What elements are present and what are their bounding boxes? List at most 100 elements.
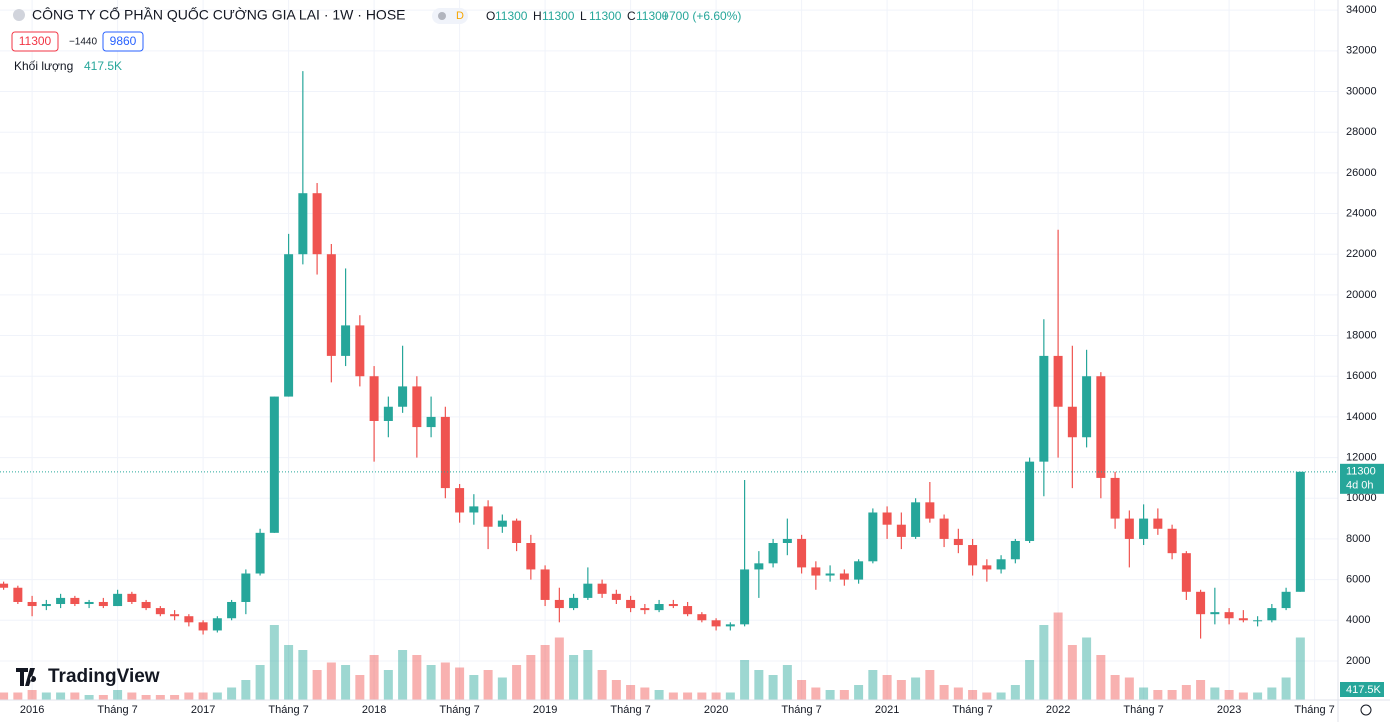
candle-body <box>1210 612 1220 615</box>
volume-bar <box>1067 645 1077 700</box>
volume-bar <box>754 670 764 700</box>
candle-body <box>212 618 222 631</box>
volume-bar <box>469 675 479 700</box>
volume-bar <box>341 665 351 700</box>
volume-bar <box>326 662 336 700</box>
volume-bar <box>1096 655 1106 700</box>
volume-bar <box>839 690 849 700</box>
candle-body <box>412 386 422 428</box>
candle-body <box>141 601 151 609</box>
candle-body <box>383 406 393 421</box>
candle-body <box>982 565 992 570</box>
volume-bar <box>1124 677 1134 700</box>
y-tick-label: 26000 <box>1346 167 1377 179</box>
volume-bar <box>1010 685 1020 700</box>
candle-body <box>697 614 707 621</box>
volume-bar <box>298 650 308 700</box>
candle-body <box>911 502 921 537</box>
volume-bar <box>1267 687 1277 700</box>
settings-icon[interactable] <box>1360 704 1372 716</box>
candle-body <box>113 593 123 607</box>
candle-body <box>968 545 978 566</box>
volume-bar <box>1110 675 1120 700</box>
candle-body <box>925 502 935 519</box>
candle-body <box>583 583 593 598</box>
ohlc-value: 11300 <box>542 9 575 23</box>
x-tick-label: Tháng 7 <box>952 704 992 716</box>
volume-bar <box>725 692 735 700</box>
candle-body <box>1224 612 1234 619</box>
candle-body <box>754 563 764 570</box>
volume-bar <box>227 687 237 700</box>
volume-bar <box>526 655 536 700</box>
badge-dot <box>438 12 446 20</box>
candle-body <box>1281 591 1291 609</box>
x-tick-label: 2020 <box>704 704 728 716</box>
volume-axis-label: 417.5K <box>1346 684 1382 696</box>
volume-bar <box>611 680 621 700</box>
timeframe-badge: D <box>456 10 464 22</box>
volume-bar <box>882 675 892 700</box>
y-tick-label: 12000 <box>1346 451 1377 463</box>
volume-bar <box>640 687 650 700</box>
y-tick-label: 14000 <box>1346 411 1377 423</box>
volume-bar <box>170 695 180 700</box>
volume-bar <box>811 687 821 700</box>
candle-body <box>426 416 436 428</box>
x-tick-label: Tháng 7 <box>1123 704 1163 716</box>
candle-body <box>725 624 735 627</box>
volume-bar <box>1281 677 1291 700</box>
price-box <box>11 31 59 52</box>
volume-bar <box>626 685 636 700</box>
candle-body <box>953 538 963 546</box>
candle-body <box>939 518 949 539</box>
ohlc-key: O <box>486 9 495 23</box>
candle-body <box>768 542 778 564</box>
y-tick-label: 20000 <box>1346 289 1377 301</box>
volume-bar <box>84 695 94 700</box>
candle-body <box>497 520 507 527</box>
last-price-box <box>1340 463 1384 494</box>
price-box-label: 9860 <box>110 34 137 48</box>
candle-body <box>882 512 892 525</box>
volume-bar <box>70 692 80 700</box>
candle-body <box>13 587 23 602</box>
candle-body <box>56 597 66 605</box>
x-tick-label: 2023 <box>1217 704 1241 716</box>
ohlc-key: C <box>627 9 636 23</box>
candle-body <box>611 593 621 600</box>
candle-body <box>811 567 821 576</box>
volume-bar <box>1082 637 1092 700</box>
candle-body <box>0 583 9 588</box>
ohlc-value: 11300 <box>636 9 669 23</box>
volume-bar <box>1253 692 1263 700</box>
volume-bar <box>483 670 493 700</box>
candle-body <box>1067 406 1077 438</box>
y-tick-label: 10000 <box>1346 492 1377 504</box>
candle-body <box>398 386 408 407</box>
candle-body <box>84 601 94 605</box>
change-label: +700 (+6.60%) <box>662 9 741 23</box>
candle-body <box>854 561 864 580</box>
volume-bar <box>56 692 66 700</box>
ohlc-value: 11300 <box>495 9 528 23</box>
volume-box <box>1340 682 1384 697</box>
y-tick-label: 34000 <box>1346 4 1377 16</box>
volume-bar <box>113 690 123 700</box>
candle-body <box>740 569 750 625</box>
volume-bar <box>440 662 450 700</box>
candle-body <box>170 614 180 617</box>
candle-body <box>1010 540 1020 560</box>
volume-bar <box>512 665 522 700</box>
x-tick-label: 2017 <box>191 704 215 716</box>
y-tick-label: 4000 <box>1346 614 1370 626</box>
volume-bar <box>1039 625 1049 700</box>
volume-bar <box>683 692 693 700</box>
candle-body <box>540 569 550 600</box>
candle-body <box>269 396 279 533</box>
volume-bar <box>1295 637 1305 700</box>
volume-bar <box>1210 687 1220 700</box>
candle-body <box>1039 355 1049 462</box>
candle-body <box>127 593 137 602</box>
